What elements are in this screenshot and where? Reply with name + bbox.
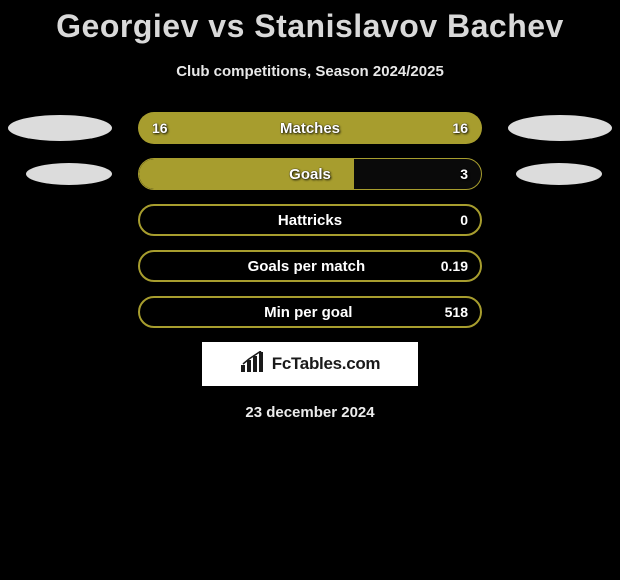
logo-text: FcTables.com — [272, 354, 381, 374]
subtitle: Club competitions, Season 2024/2025 — [0, 63, 620, 80]
stat-row-goals: Goals 3 — [0, 158, 620, 190]
player-left-ellipse — [26, 163, 112, 185]
date-line: 23 december 2024 — [0, 404, 620, 421]
stat-bar — [138, 204, 482, 236]
player-left-ellipse — [8, 115, 112, 141]
stat-bar — [138, 112, 482, 144]
stat-bar — [138, 250, 482, 282]
stat-bar — [138, 158, 482, 190]
stat-row-matches: 16 Matches 16 — [0, 112, 620, 144]
bar-chart-icon — [240, 351, 266, 378]
stat-row-min-per-goal: Min per goal 518 — [0, 296, 620, 328]
stat-bar-fill-left — [139, 159, 354, 189]
player-right-ellipse — [508, 115, 612, 141]
stat-bar — [138, 296, 482, 328]
stat-row-goals-per-match: Goals per match 0.19 — [0, 250, 620, 282]
page-title: Georgiev vs Stanislavov Bachev — [0, 0, 620, 45]
player-right-ellipse — [516, 163, 602, 185]
fctables-logo-link[interactable]: FcTables.com — [202, 342, 418, 386]
stats-block: 16 Matches 16 Goals 3 Hattricks 0 G — [0, 112, 620, 328]
stat-row-hattricks: Hattricks 0 — [0, 204, 620, 236]
